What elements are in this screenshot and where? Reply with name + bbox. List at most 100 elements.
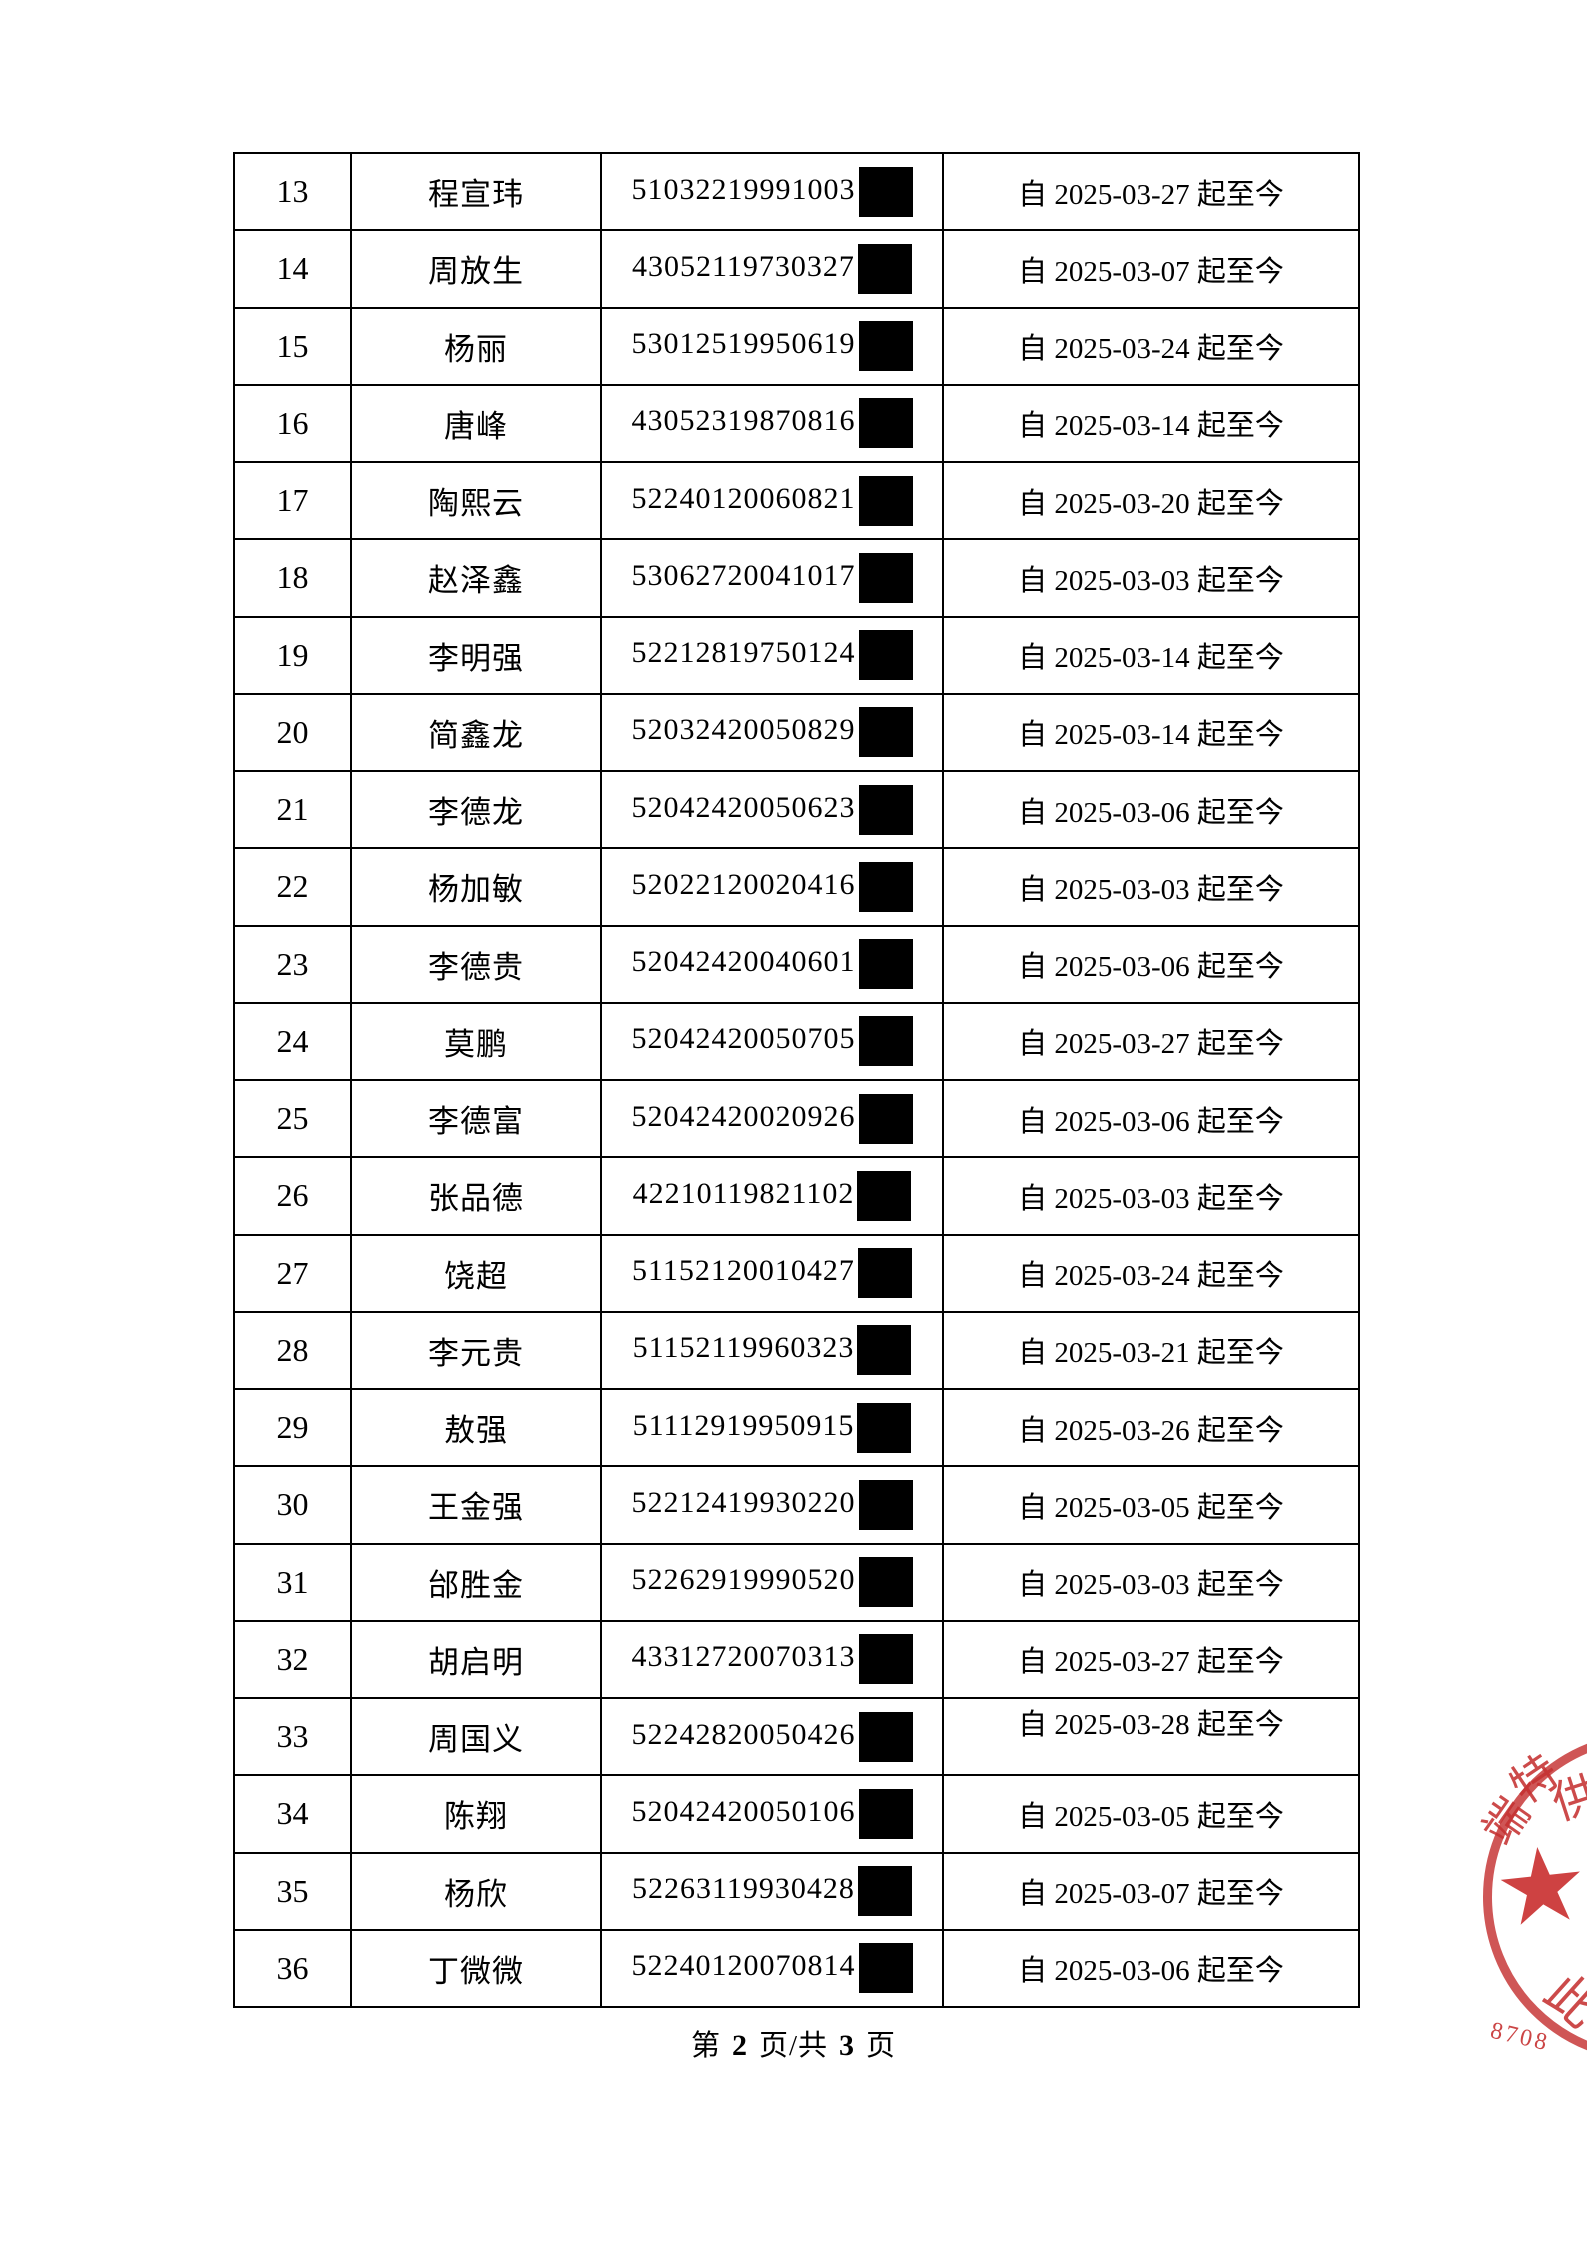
person-name: 陶熙云 bbox=[428, 486, 524, 522]
row-number: 36 bbox=[276, 1949, 309, 1986]
id-number-prefix: 42210119821102 bbox=[632, 1176, 855, 1210]
name-cell: 唐峰 bbox=[350, 383, 602, 464]
redaction-box bbox=[858, 398, 913, 449]
person-name: 简鑫龙 bbox=[428, 717, 524, 753]
period-text: 自 2025-03-20 起至今 bbox=[1018, 487, 1284, 520]
period-text: 自 2025-03-03 起至今 bbox=[1018, 564, 1284, 597]
row-number-cell: 29 bbox=[233, 1387, 352, 1468]
name-cell: 敖强 bbox=[350, 1387, 602, 1468]
row-number: 28 bbox=[276, 1331, 309, 1368]
period-text: 自 2025-03-14 起至今 bbox=[1018, 410, 1284, 443]
redaction-box bbox=[857, 1170, 912, 1221]
id-number-prefix: 43052319870816 bbox=[631, 404, 856, 438]
id-number-cell: 52240120070814 bbox=[600, 1928, 944, 2009]
table-row: 14 周放生 43052119730327 自 2025-03-07 起至今 bbox=[233, 229, 1360, 309]
id-number-cell: 52032420050829 bbox=[600, 692, 944, 773]
name-cell: 李德贵 bbox=[350, 924, 602, 1004]
person-name: 周国义 bbox=[428, 1722, 524, 1758]
footer-mid: 页/共 bbox=[758, 2030, 829, 2062]
row-number: 21 bbox=[276, 791, 309, 828]
period-cell: 自 2025-03-26 起至今 bbox=[942, 1387, 1360, 1468]
redaction-box bbox=[857, 1866, 912, 1917]
period-text: 自 2025-03-06 起至今 bbox=[1018, 1105, 1284, 1138]
table-row: 21 李德龙 52042420050623 自 2025-03-06 起至今 bbox=[233, 769, 1360, 850]
id-number-prefix: 52212419930220 bbox=[631, 1485, 856, 1519]
name-cell: 李德富 bbox=[350, 1078, 602, 1159]
row-number: 13 bbox=[276, 173, 309, 210]
table-row: 18 赵泽鑫 53062720041017 自 2025-03-03 起至今 bbox=[233, 538, 1360, 618]
id-number-prefix: 53012519950619 bbox=[631, 327, 856, 361]
table-row: 28 李元贵 51152119960323 自 2025-03-21 起至今 bbox=[233, 1310, 1360, 1391]
person-name: 邰胜金 bbox=[428, 1567, 524, 1603]
row-number: 32 bbox=[276, 1640, 309, 1677]
period-cell: 自 2025-03-27 起至今 bbox=[942, 1001, 1360, 1082]
redaction-box bbox=[858, 939, 913, 990]
name-cell: 杨丽 bbox=[350, 306, 602, 386]
period-cell: 自 2025-03-03 起至今 bbox=[942, 538, 1360, 618]
table-row: 34 陈翔 52042420050106 自 2025-03-05 起至今 bbox=[233, 1774, 1360, 1854]
id-number-cell: 43052319870816 bbox=[600, 383, 944, 464]
name-cell: 张品德 bbox=[350, 1156, 602, 1236]
page-footer: 第 2 页/共 3 页 bbox=[0, 2022, 1587, 2064]
official-stamp: 端 特 供 ★ 此 8708 bbox=[1474, 1732, 1587, 2062]
period-cell: 自 2025-03-20 起至今 bbox=[942, 460, 1360, 541]
period-text: 自 2025-03-14 起至今 bbox=[1018, 719, 1284, 752]
id-number-prefix: 52240120070814 bbox=[631, 1949, 856, 1983]
period-text: 自 2025-03-27 起至今 bbox=[1018, 1646, 1284, 1679]
row-number: 34 bbox=[276, 1795, 309, 1832]
id-number-cell: 52042420020926 bbox=[600, 1078, 944, 1159]
id-number-cell: 52042420050623 bbox=[600, 769, 944, 850]
period-cell: 自 2025-03-07 起至今 bbox=[942, 1851, 1360, 1931]
id-number-cell: 53062720041017 bbox=[600, 538, 944, 618]
id-number-cell: 52022120020416 bbox=[600, 847, 944, 927]
id-number-prefix: 52022120020416 bbox=[631, 867, 856, 901]
person-name: 李德龙 bbox=[428, 795, 524, 831]
person-name: 程宣玮 bbox=[428, 177, 524, 213]
redaction-box bbox=[858, 475, 913, 526]
person-name: 杨丽 bbox=[444, 331, 508, 367]
id-number-cell: 51112919950915 bbox=[600, 1387, 944, 1468]
id-number-prefix: 53062720041017 bbox=[631, 558, 856, 592]
row-number-cell: 23 bbox=[233, 924, 352, 1004]
redaction-box bbox=[858, 1711, 913, 1762]
name-cell: 杨加敏 bbox=[350, 847, 602, 927]
person-name: 李德富 bbox=[428, 1104, 524, 1140]
footer-suffix: 页 bbox=[866, 2030, 897, 2062]
id-number-cell: 52042420050705 bbox=[600, 1001, 944, 1082]
footer-prefix: 第 bbox=[690, 2030, 721, 2062]
period-text: 自 2025-03-06 起至今 bbox=[1018, 1955, 1284, 1988]
row-number: 14 bbox=[276, 250, 309, 287]
redaction-box bbox=[857, 243, 912, 294]
id-number-prefix: 51152120010427 bbox=[632, 1254, 855, 1288]
person-name: 李明强 bbox=[428, 640, 524, 676]
person-name: 莫鹏 bbox=[444, 1026, 508, 1062]
row-number: 29 bbox=[276, 1409, 309, 1446]
period-text: 自 2025-03-07 起至今 bbox=[1018, 255, 1284, 288]
person-name: 周放生 bbox=[428, 254, 524, 290]
name-cell: 杨欣 bbox=[350, 1851, 602, 1931]
table-row: 33 周国义 52242820050426 自 2025-03-28 起至今 bbox=[233, 1696, 1360, 1777]
person-name: 李德贵 bbox=[428, 949, 524, 985]
period-cell: 自 2025-03-03 起至今 bbox=[942, 1156, 1360, 1236]
period-text: 自 2025-03-14 起至今 bbox=[1018, 642, 1284, 675]
row-number-cell: 35 bbox=[233, 1851, 352, 1931]
row-number: 31 bbox=[276, 1563, 309, 1600]
row-number: 18 bbox=[276, 559, 309, 596]
id-number-prefix: 52263119930428 bbox=[632, 1872, 855, 1906]
redaction-box bbox=[858, 1788, 913, 1839]
id-number-prefix: 52212819750124 bbox=[631, 636, 856, 670]
row-number-cell: 24 bbox=[233, 1001, 352, 1082]
redaction-box bbox=[858, 1479, 913, 1530]
row-number-cell: 32 bbox=[233, 1619, 352, 1700]
row-number-cell: 22 bbox=[233, 847, 352, 927]
row-number: 17 bbox=[276, 482, 309, 519]
redaction-box bbox=[858, 1093, 913, 1144]
person-name: 赵泽鑫 bbox=[428, 563, 524, 599]
name-cell: 周国义 bbox=[350, 1696, 602, 1777]
row-number-cell: 34 bbox=[233, 1774, 352, 1854]
id-number-prefix: 52042420050705 bbox=[631, 1022, 856, 1056]
table-row: 24 莫鹏 52042420050705 自 2025-03-27 起至今 bbox=[233, 1001, 1360, 1082]
period-text: 自 2025-03-05 起至今 bbox=[1018, 1491, 1284, 1524]
period-text: 自 2025-03-03 起至今 bbox=[1018, 1569, 1284, 1602]
table-row: 36 丁微微 52240120070814 自 2025-03-06 起至今 bbox=[233, 1928, 1360, 2009]
